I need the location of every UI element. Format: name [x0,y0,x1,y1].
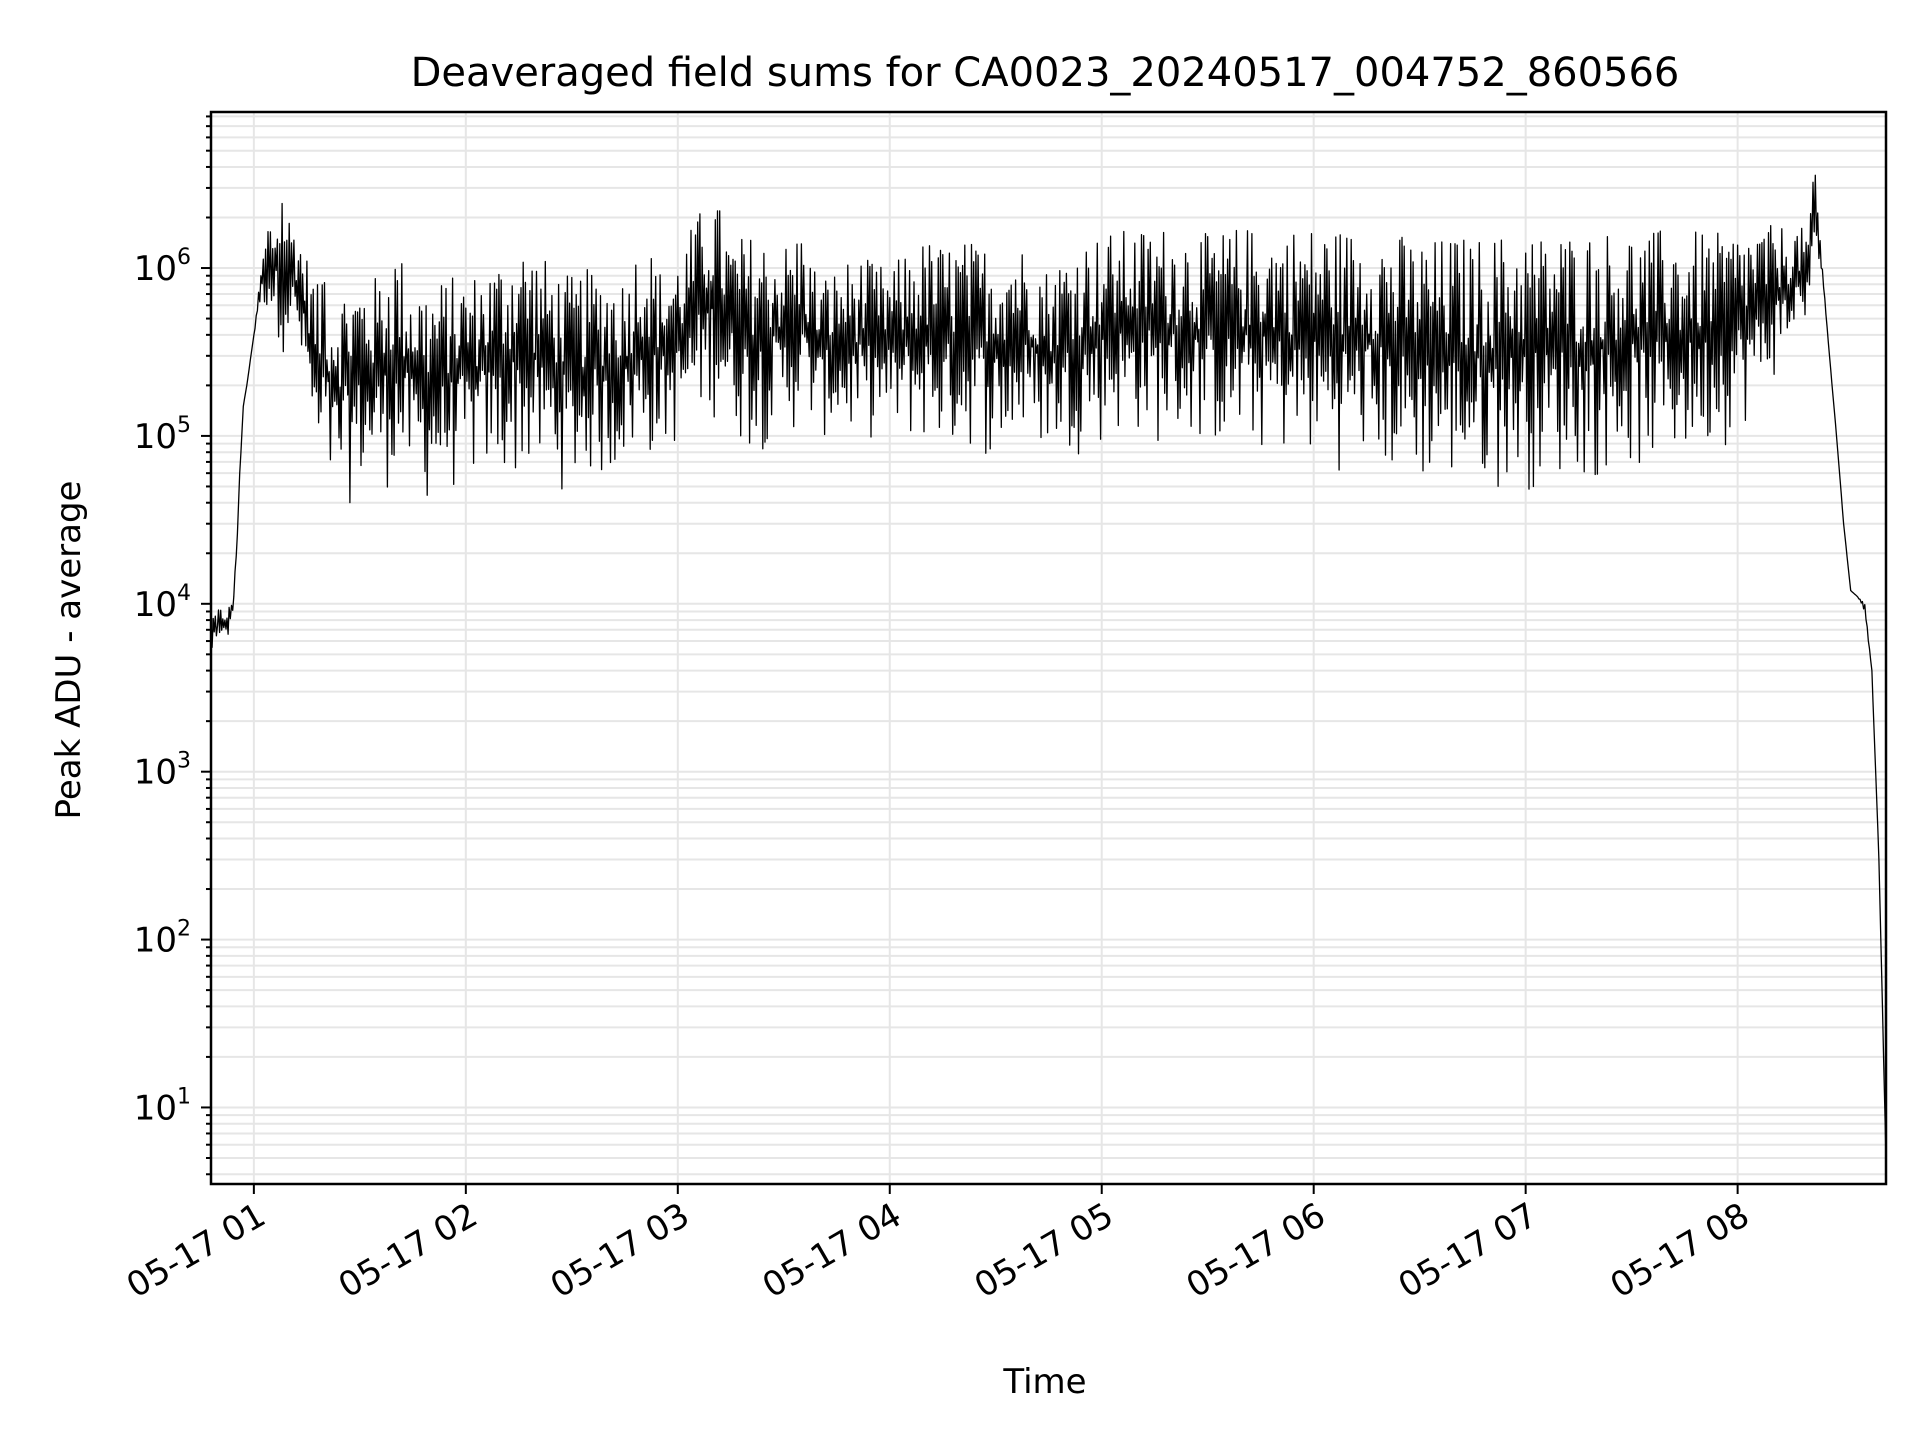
y-tick-exponent: 3 [177,749,191,774]
y-axis-label: Peak ADU - average [49,481,89,820]
y-tick-base: 10 [134,921,177,961]
y-tick-base: 10 [134,1088,177,1128]
y-tick-base: 10 [134,753,177,793]
plot-frame [209,110,1888,1186]
x-axis-label: Time [1002,1362,1086,1402]
y-tick-label: 101 [134,1084,191,1128]
series-layer [210,174,1887,1159]
y-tick-base: 10 [134,249,177,289]
y-tick-label: 104 [134,581,191,625]
y-tick-base: 10 [134,585,177,625]
y-tick-exponent: 2 [177,917,191,942]
y-tick-label: 105 [134,413,191,457]
y-tick-exponent: 6 [177,245,191,270]
y-tick-exponent: 4 [177,581,191,606]
y-tick-exponent: 5 [177,413,191,438]
y-tick-exponent: 1 [177,1084,191,1109]
y-tick-label: 102 [134,917,191,961]
y-tick-label: 106 [134,245,191,289]
y-tick-label: 103 [134,749,191,793]
series-line [210,174,1887,1159]
chart-title: Deaveraged field sums for CA0023_2024051… [411,50,1680,96]
y-tick-base: 10 [134,417,177,457]
